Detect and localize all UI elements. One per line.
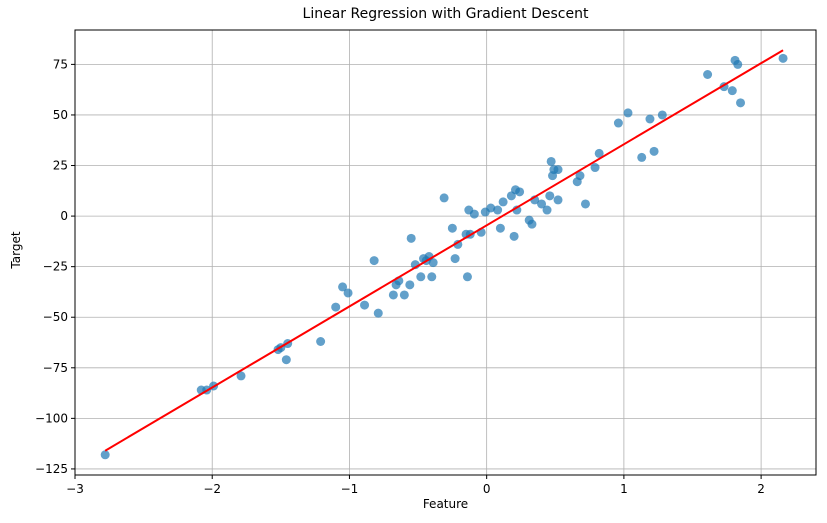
plot-area	[74, 29, 817, 476]
scatter-points	[100, 53, 788, 460]
axis-ticks: −3 −2 −1 0 1 2 −125 −100 −75 −50 −25 0 25 50 75	[35, 57, 765, 496]
regression-line	[104, 49, 784, 452]
data-point	[236, 371, 246, 381]
data-point	[594, 148, 604, 158]
data-point	[439, 193, 449, 203]
y-tick-label: −75	[43, 361, 68, 375]
data-point	[427, 272, 437, 282]
data-point	[498, 197, 508, 207]
regression-lines	[104, 49, 784, 452]
data-point	[515, 187, 525, 197]
data-point	[527, 219, 537, 229]
data-point	[316, 337, 326, 346]
x-tick-label: 2	[757, 482, 765, 496]
data-point	[778, 53, 788, 63]
data-point	[469, 209, 479, 219]
data-point	[509, 231, 519, 241]
data-point	[406, 233, 416, 243]
y-tick-label: 50	[53, 108, 68, 122]
x-tick-label: −1	[341, 482, 359, 496]
y-axis-label: Target	[9, 231, 23, 269]
data-point	[428, 258, 438, 268]
data-point	[360, 300, 370, 310]
data-point	[399, 290, 409, 300]
data-point	[462, 272, 472, 282]
data-point	[542, 205, 552, 215]
data-point	[575, 171, 585, 181]
x-tick-label: −3	[66, 482, 84, 496]
data-point	[369, 256, 379, 266]
data-point	[281, 355, 291, 365]
data-point	[450, 254, 460, 264]
data-point	[447, 223, 457, 233]
data-point	[546, 156, 556, 166]
data-point	[736, 98, 746, 108]
data-point	[637, 152, 647, 162]
y-tick-label: −50	[43, 310, 68, 324]
data-point	[580, 199, 590, 209]
data-point	[649, 146, 659, 156]
data-point	[331, 302, 341, 312]
x-tick-label: −2	[203, 482, 221, 496]
data-point	[493, 205, 503, 215]
chart-title: Linear Regression with Gradient Descent	[302, 6, 589, 22]
data-point	[553, 165, 563, 175]
grid-lines	[74, 30, 816, 475]
y-tick-label: −25	[43, 260, 68, 274]
y-tick-label: 0	[60, 209, 68, 223]
y-tick-label: 25	[53, 159, 68, 173]
x-axis-label: Feature	[422, 497, 469, 511]
data-point	[343, 288, 353, 298]
data-point	[338, 282, 348, 292]
y-tick-label: −125	[35, 462, 68, 476]
x-tick-label: 1	[620, 482, 628, 496]
data-point	[623, 108, 633, 118]
data-point	[495, 223, 505, 233]
x-tick-label: 0	[483, 482, 491, 496]
data-point	[590, 163, 600, 173]
data-point	[727, 86, 737, 96]
data-point	[405, 280, 415, 290]
data-point	[645, 114, 655, 124]
data-point	[553, 195, 563, 205]
data-point	[613, 118, 623, 128]
data-point	[703, 70, 713, 79]
y-tick-label: 75	[53, 57, 68, 71]
y-tick-label: −100	[35, 411, 68, 425]
data-point	[545, 191, 555, 201]
data-point	[486, 203, 496, 213]
data-point	[100, 450, 110, 460]
data-point	[416, 272, 426, 282]
data-point	[537, 199, 547, 209]
data-point	[388, 290, 398, 300]
data-point	[373, 308, 383, 318]
data-point	[733, 59, 743, 69]
data-point	[657, 110, 667, 120]
